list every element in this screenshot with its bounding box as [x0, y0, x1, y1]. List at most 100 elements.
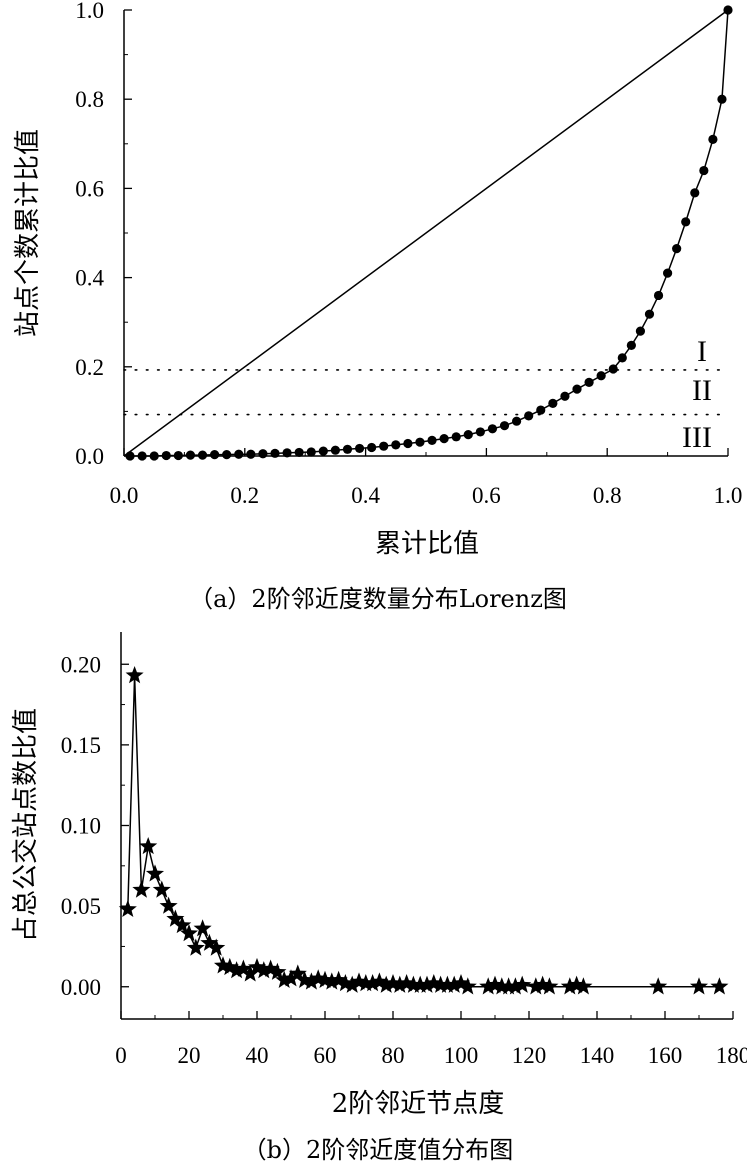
- lorenz-curve-point: [723, 5, 733, 15]
- degree-distribution-point: [173, 915, 192, 934]
- lorenz-curve-point: [185, 450, 196, 460]
- degree-distribution-point: [458, 977, 477, 995]
- lorenz-curve-point: [511, 416, 522, 426]
- panel-b-x-axis-title: 2阶邻近节点度: [332, 1089, 505, 1119]
- lorenz-curve-point: [415, 437, 425, 447]
- lorenz-curve-point: [653, 290, 664, 301]
- zone-label-ii: II: [692, 374, 712, 407]
- degree-distribution-point: [390, 975, 409, 993]
- panel-a-y-tick-label: 0.6: [75, 176, 104, 201]
- degree-distribution-point: [370, 972, 389, 990]
- panel-a-x-tick-label: 0.2: [230, 483, 259, 508]
- degree-distribution-point: [227, 961, 246, 979]
- lorenz-curve-point: [439, 434, 449, 444]
- lorenz-curve-point: [644, 309, 655, 319]
- degree-distribution-point: [302, 972, 321, 990]
- lorenz-curve-point: [475, 427, 485, 437]
- panel-a-y-tick-label: 0.4: [75, 266, 104, 291]
- degree-distribution-point: [261, 959, 280, 977]
- lorenz-curve-point: [708, 134, 718, 144]
- lorenz-curve-point: [222, 450, 232, 460]
- lorenz-curve-point: [391, 440, 401, 450]
- panel-a-caption: （a）2阶邻近度数量分布Lorenz图: [189, 585, 567, 613]
- lorenz-curve-point: [717, 94, 727, 104]
- degree-distribution-point: [506, 977, 525, 995]
- degree-distribution-point: [139, 836, 158, 855]
- lorenz-curve-point: [270, 448, 280, 458]
- panel-a-y-tick-label: 1.0: [75, 0, 104, 23]
- degree-distribution-point: [438, 975, 457, 993]
- lorenz-curve-point: [137, 451, 147, 461]
- panel-a-y-axis-title: 站点个数累计比值: [13, 129, 43, 337]
- panel-b-distribution-chart: 0 20 40 60 80 100 120 140 160 180 0.00 0.05 0.10 0.1…: [11, 632, 747, 1164]
- degree-distribution-point: [254, 961, 273, 979]
- degree-distribution-point: [322, 972, 341, 990]
- degree-distribution-point: [377, 975, 396, 993]
- degree-distribution-point: [207, 938, 226, 956]
- degree-distribution-point: [329, 970, 348, 988]
- degree-distribution-point: [445, 975, 464, 993]
- zone-label-iii: III: [682, 421, 712, 454]
- degree-distribution-point: [540, 977, 559, 995]
- panel-a-y-tick-label: 0.2: [75, 355, 104, 380]
- degree-distribution-point: [513, 975, 532, 993]
- lorenz-curve-point: [699, 165, 709, 176]
- degree-distribution-point: [431, 975, 450, 993]
- degree-distribution-point: [268, 962, 287, 980]
- panel-b-caption: （b）2阶邻近度值分布图: [243, 1136, 514, 1164]
- panel-a-x-tick-label: 0.4: [351, 483, 380, 508]
- lorenz-curve-point: [197, 450, 208, 460]
- degree-distribution-point: [179, 924, 199, 942]
- lorenz-curve-point: [672, 244, 682, 254]
- lorenz-curve-point: [234, 449, 244, 459]
- lorenz-curve-point: [342, 444, 353, 454]
- lorenz-curve-point: [635, 326, 646, 336]
- degree-distribution-point: [356, 974, 375, 992]
- lorenz-curve-point: [161, 450, 171, 461]
- degree-distribution-point: [404, 975, 423, 993]
- lorenz-curve-point: [524, 411, 534, 421]
- lorenz-curve-point: [560, 391, 570, 401]
- lorenz-curve-point: [499, 421, 510, 431]
- lorenz-curve-point: [663, 268, 673, 278]
- lorenz-curve-point: [306, 447, 316, 457]
- zone-label-i: I: [697, 335, 707, 368]
- degree-distribution-point: [363, 974, 382, 992]
- panel-b-y-tick-label: 0.10: [61, 814, 101, 839]
- lorenz-curve-point: [617, 353, 627, 363]
- panel-b-x-tick-label: 160: [648, 1043, 683, 1068]
- degree-distribution-point: [499, 977, 518, 995]
- panel-b-x-tick-label: 0: [115, 1043, 127, 1068]
- degree-distribution-point: [689, 977, 709, 995]
- lorenz-curve-point: [487, 424, 498, 434]
- lorenz-curve-point: [379, 441, 389, 451]
- lorenz-curve-point: [403, 438, 413, 449]
- lorenz-curve-point: [125, 451, 135, 461]
- panel-b-x-tick-label: 180: [716, 1043, 747, 1068]
- lorenz-curve-point: [149, 451, 159, 461]
- degree-distribution-point: [234, 959, 253, 977]
- degree-distribution-point: [560, 977, 579, 995]
- panel-a-x-axis-title: 累计比值: [375, 529, 479, 559]
- degree-distribution-point: [479, 977, 498, 995]
- degree-distribution-point: [574, 977, 593, 995]
- degree-distribution-point: [132, 880, 151, 898]
- panel-a-x-tick-label: 0.0: [110, 483, 139, 508]
- degree-distribution-point: [526, 977, 545, 995]
- lorenz-curve-point: [626, 340, 636, 350]
- panel-b-y-tick-label: 0.20: [61, 652, 101, 677]
- lorenz-curve-point: [246, 449, 256, 459]
- degree-distribution-point: [200, 933, 219, 951]
- panel-b-x-tick-label: 140: [580, 1043, 615, 1068]
- lorenz-curve-point: [173, 450, 183, 461]
- panel-b-x-tick-label: 60: [314, 1043, 337, 1068]
- panel-b-y-axis-title: 占总公交站点数比值: [11, 708, 41, 942]
- panel-a-x-tick-label: 1.0: [714, 483, 743, 508]
- degree-distribution-point: [288, 964, 307, 982]
- degree-distribution-point: [220, 957, 239, 976]
- degree-distribution-point: [281, 969, 301, 987]
- degree-distribution-point: [411, 975, 430, 993]
- lorenz-curve-point: [681, 217, 691, 227]
- degree-distribution-point: [649, 977, 668, 995]
